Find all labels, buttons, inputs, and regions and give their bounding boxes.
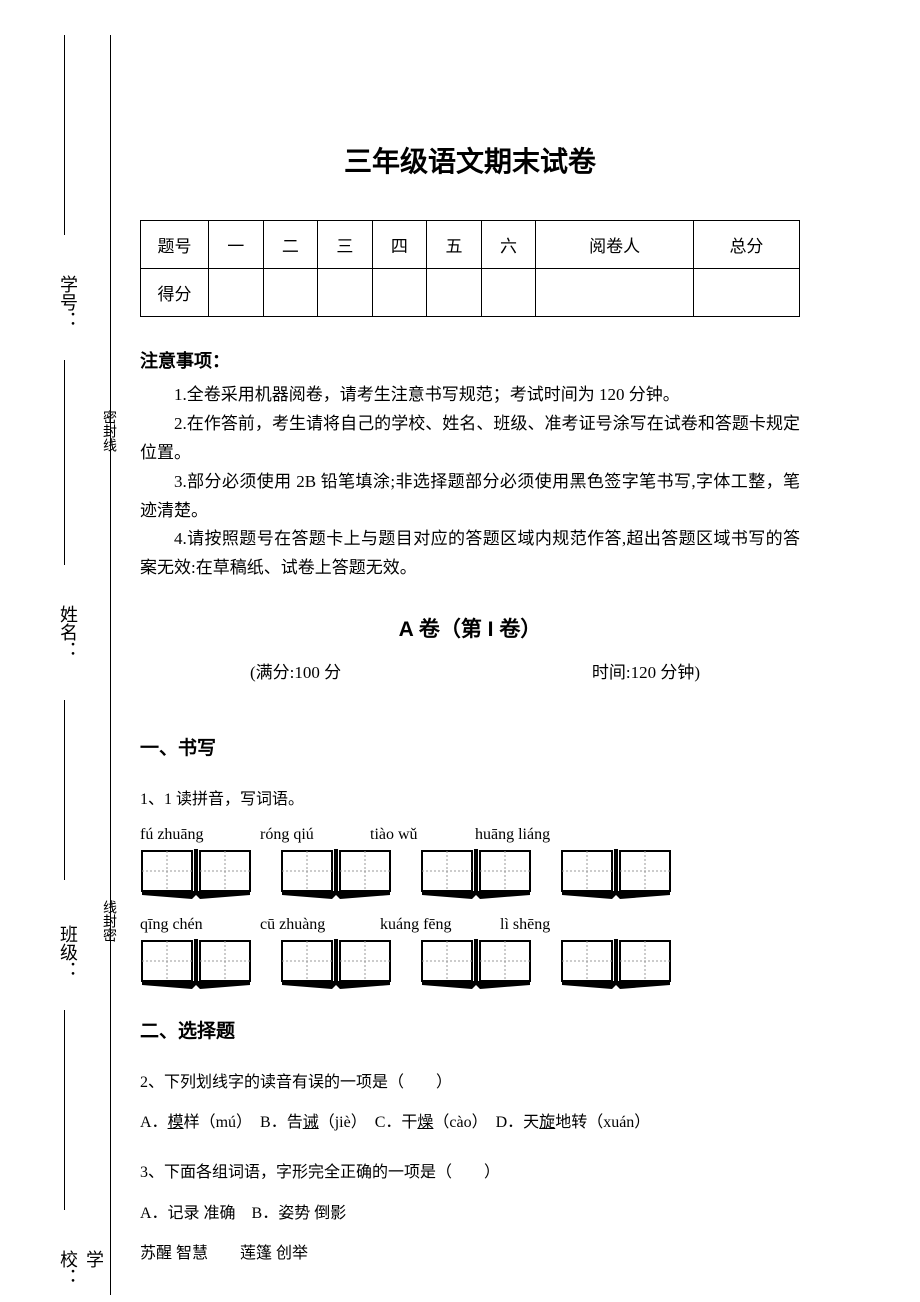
pinyin: tiào wǔ — [370, 826, 455, 844]
full-score: (满分:100 分 — [250, 658, 341, 683]
table-score-row: 得分 — [141, 269, 800, 317]
td-blank — [693, 269, 799, 317]
content-area: 三年级语文期末试卷 题号 一 二 三 四 五 六 阅卷人 总分 得分 注意事项：… — [140, 140, 800, 1280]
th-col: 五 — [427, 221, 482, 269]
opt-u: 诫 — [303, 1114, 319, 1131]
th-col: 三 — [318, 221, 373, 269]
pinyin: cū zhuàng — [260, 916, 360, 934]
pinyin: kuáng fēng — [380, 916, 480, 934]
seal-text-2: 线封密 — [98, 900, 118, 942]
binding-line-2 — [64, 700, 65, 880]
exam-title: 三年级语文期末试卷 — [140, 140, 800, 180]
notice-item: 2.在作答前，考生请将自己的学校、姓名、班级、准考证号涂写在试卷和答题卡规定位置… — [140, 410, 800, 468]
notice-item: 1.全卷采用机器阅卷，请考生注意书写规范；考试时间为 120 分钟。 — [140, 381, 800, 410]
notice-item: 4.请按照题号在答题卡上与题目对应的答题区域内规范作答,超出答题区域书写的答案无… — [140, 525, 800, 583]
td-blank — [209, 269, 264, 317]
time-limit: 时间:120 分钟) — [592, 658, 700, 683]
binding-line-3 — [64, 360, 65, 565]
opt-u: 燥 — [417, 1114, 433, 1131]
write-box — [420, 849, 532, 901]
th-col: 阅卷人 — [536, 221, 694, 269]
th-number: 题号 — [141, 221, 209, 269]
opt-u: 旋 — [539, 1114, 555, 1131]
box-row-1 — [140, 849, 800, 901]
pinyin: róng qiú — [260, 826, 350, 844]
binding-class: 班级： — [55, 925, 81, 979]
meta-row: (满分:100 分 时间:120 分钟) — [140, 658, 800, 683]
binding-area: 学校： 班级： 线封密 姓名： 密封线 学号： — [20, 0, 105, 1302]
q2-text: 2、下列划线字的读音有误的一项是（ ） — [140, 1068, 800, 1098]
th-col: 一 — [209, 221, 264, 269]
section-a-title: A 卷（第 I 卷） — [140, 613, 800, 643]
write-box — [280, 849, 392, 901]
section-2-heading: 二、选择题 — [140, 1016, 800, 1043]
opt-post: 地转（xuán） — [555, 1114, 650, 1131]
opt-u: 模 — [168, 1114, 184, 1131]
td-blank — [427, 269, 482, 317]
notice-item: 3.部分必须使用 2B 铅笔填涂;非选择题部分必须使用黑色签字笔书写,字体工整，… — [140, 468, 800, 526]
pinyin-row-1: fú zhuāng róng qiú tiào wǔ huāng liáng — [140, 826, 800, 844]
opt-post: 样（mú） B．告 — [184, 1114, 303, 1131]
td-blank — [372, 269, 427, 317]
q3-opt-a: A．记录 准确 B．姿势 倒影 — [140, 1199, 800, 1229]
pinyin: lì shēng — [500, 916, 550, 934]
q1-prompt: 1、1 读拼音，写词语。 — [140, 785, 800, 815]
th-col: 总分 — [693, 221, 799, 269]
notice-body: 1.全卷采用机器阅卷，请考生注意书写规范；考试时间为 120 分钟。 2.在作答… — [140, 381, 800, 583]
opt-post: （cào） D．天 — [433, 1114, 539, 1131]
binding-line-4 — [64, 35, 65, 235]
opt-pre: A． — [140, 1114, 168, 1131]
write-box — [140, 849, 252, 901]
opt-post: （jiè） C．干 — [319, 1114, 418, 1131]
score-table: 题号 一 二 三 四 五 六 阅卷人 总分 得分 — [140, 220, 800, 317]
write-box — [280, 939, 392, 991]
q3-opt-b: 苏醒 智慧 莲篷 创举 — [140, 1239, 800, 1269]
td-blank — [318, 269, 373, 317]
binding-school: 学校： — [55, 1250, 107, 1302]
th-score: 得分 — [141, 269, 209, 317]
pinyin-row-2: qīng chén cū zhuàng kuáng fēng lì shēng — [140, 916, 800, 934]
notice-header: 注意事项： — [140, 347, 800, 373]
write-box — [560, 939, 672, 991]
td-blank — [481, 269, 536, 317]
pinyin: fú zhuāng — [140, 826, 240, 844]
write-box — [420, 939, 532, 991]
binding-line-1 — [64, 1010, 65, 1210]
write-box — [140, 939, 252, 991]
table-header-row: 题号 一 二 三 四 五 六 阅卷人 总分 — [141, 221, 800, 269]
margin-line — [110, 35, 111, 1295]
th-col: 四 — [372, 221, 427, 269]
q2-options: A．模样（mú） B．告诫（jiè） C．干燥（cào） D．天旋地转（xuán… — [140, 1108, 800, 1138]
section-1-heading: 一、书写 — [140, 733, 800, 760]
pinyin: qīng chén — [140, 916, 240, 934]
binding-name: 姓名： — [55, 605, 81, 659]
td-blank — [263, 269, 318, 317]
q3-text: 3、下面各组词语，字形完全正确的一项是（ ） — [140, 1158, 800, 1188]
th-col: 二 — [263, 221, 318, 269]
th-col: 六 — [481, 221, 536, 269]
write-box — [560, 849, 672, 901]
binding-id: 学号： — [55, 275, 81, 329]
pinyin: huāng liáng — [475, 826, 550, 844]
seal-text-1: 密封线 — [98, 410, 118, 452]
td-blank — [536, 269, 694, 317]
box-row-2 — [140, 939, 800, 991]
